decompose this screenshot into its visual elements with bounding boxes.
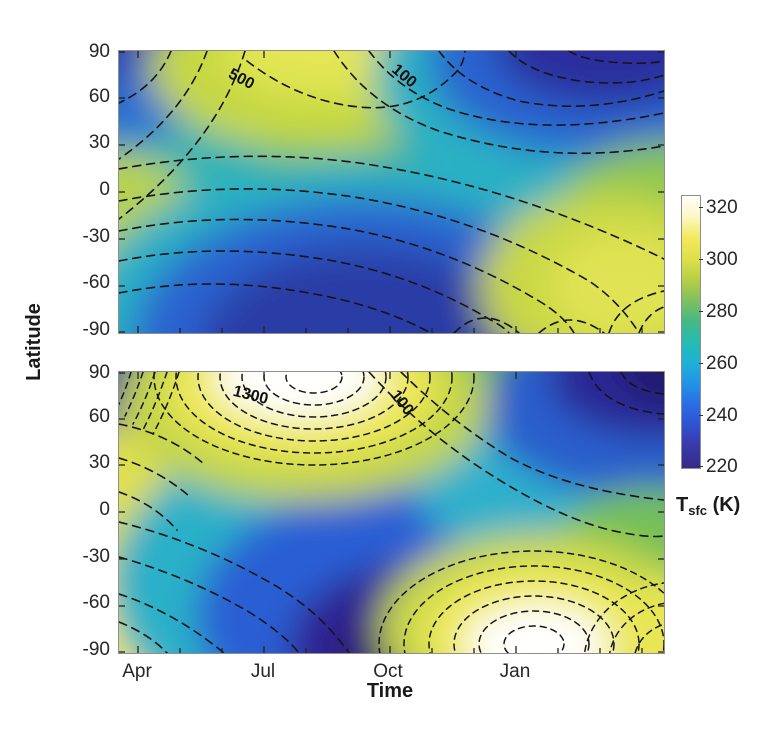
ytick-top--30: -30	[82, 226, 110, 247]
ytick-bot--30: -30	[82, 546, 110, 567]
xtick-jul: Jul	[250, 661, 276, 682]
bottom-field-blobs	[119, 372, 664, 653]
panel-top-field: 500 100	[119, 51, 664, 333]
colorbar-title-main: T	[676, 494, 689, 516]
ytick-bot-30: 30	[88, 452, 110, 473]
ytick-bot--60: -60	[82, 592, 110, 613]
x-axis-label: Time	[366, 680, 414, 702]
ytick-top--60: -60	[82, 272, 110, 293]
ytick-top-30: 30	[88, 132, 110, 153]
ytick-top-60: 60	[88, 86, 110, 107]
colorbar-title-subscript: sfc	[688, 503, 708, 518]
colorbar-title-unit: (K)	[707, 494, 741, 516]
ytick-top-90: 90	[88, 41, 110, 62]
ytick-top--90: -90	[82, 319, 110, 340]
cbtick-280: 280	[706, 301, 738, 322]
colorbar-tickmark	[699, 311, 703, 313]
top-contours	[119, 51, 664, 333]
ytick-bot-60: 60	[88, 406, 110, 427]
xtick-jan: Jan	[499, 661, 531, 682]
colorbar-tickmark	[699, 466, 703, 468]
panel-bottom-heatmap: 1300 100	[118, 371, 665, 654]
xtick-oct: Oct	[373, 661, 403, 682]
colorbar-tickmark	[699, 207, 703, 209]
panel-bottom-field: 1300 100	[119, 372, 664, 653]
colorbar-gradient	[681, 195, 701, 469]
ytick-bot--90: -90	[82, 639, 110, 660]
colorbar-title: Tsfc (K)	[676, 494, 740, 518]
cbtick-260: 260	[706, 353, 738, 374]
ytick-bot-90: 90	[88, 362, 110, 383]
ytick-top-0: 0	[99, 179, 110, 200]
colorbar-tickmark	[699, 415, 703, 417]
top-axis-ticks	[119, 51, 664, 333]
xtick-apr: Apr	[122, 661, 152, 682]
cbtick-300: 300	[706, 249, 738, 270]
cbtick-220: 220	[706, 456, 738, 477]
bottom-axis-ticks	[119, 372, 664, 653]
colorbar-tickmark	[699, 259, 703, 261]
ytick-bot-0: 0	[99, 499, 110, 520]
colorbar-tickmark	[699, 363, 703, 365]
cbtick-240: 240	[706, 405, 738, 426]
bottom-contours	[119, 372, 664, 653]
cbtick-320: 320	[706, 197, 738, 218]
panel-top-heatmap: 500 100	[118, 50, 665, 334]
top-field-blobs	[119, 51, 664, 333]
